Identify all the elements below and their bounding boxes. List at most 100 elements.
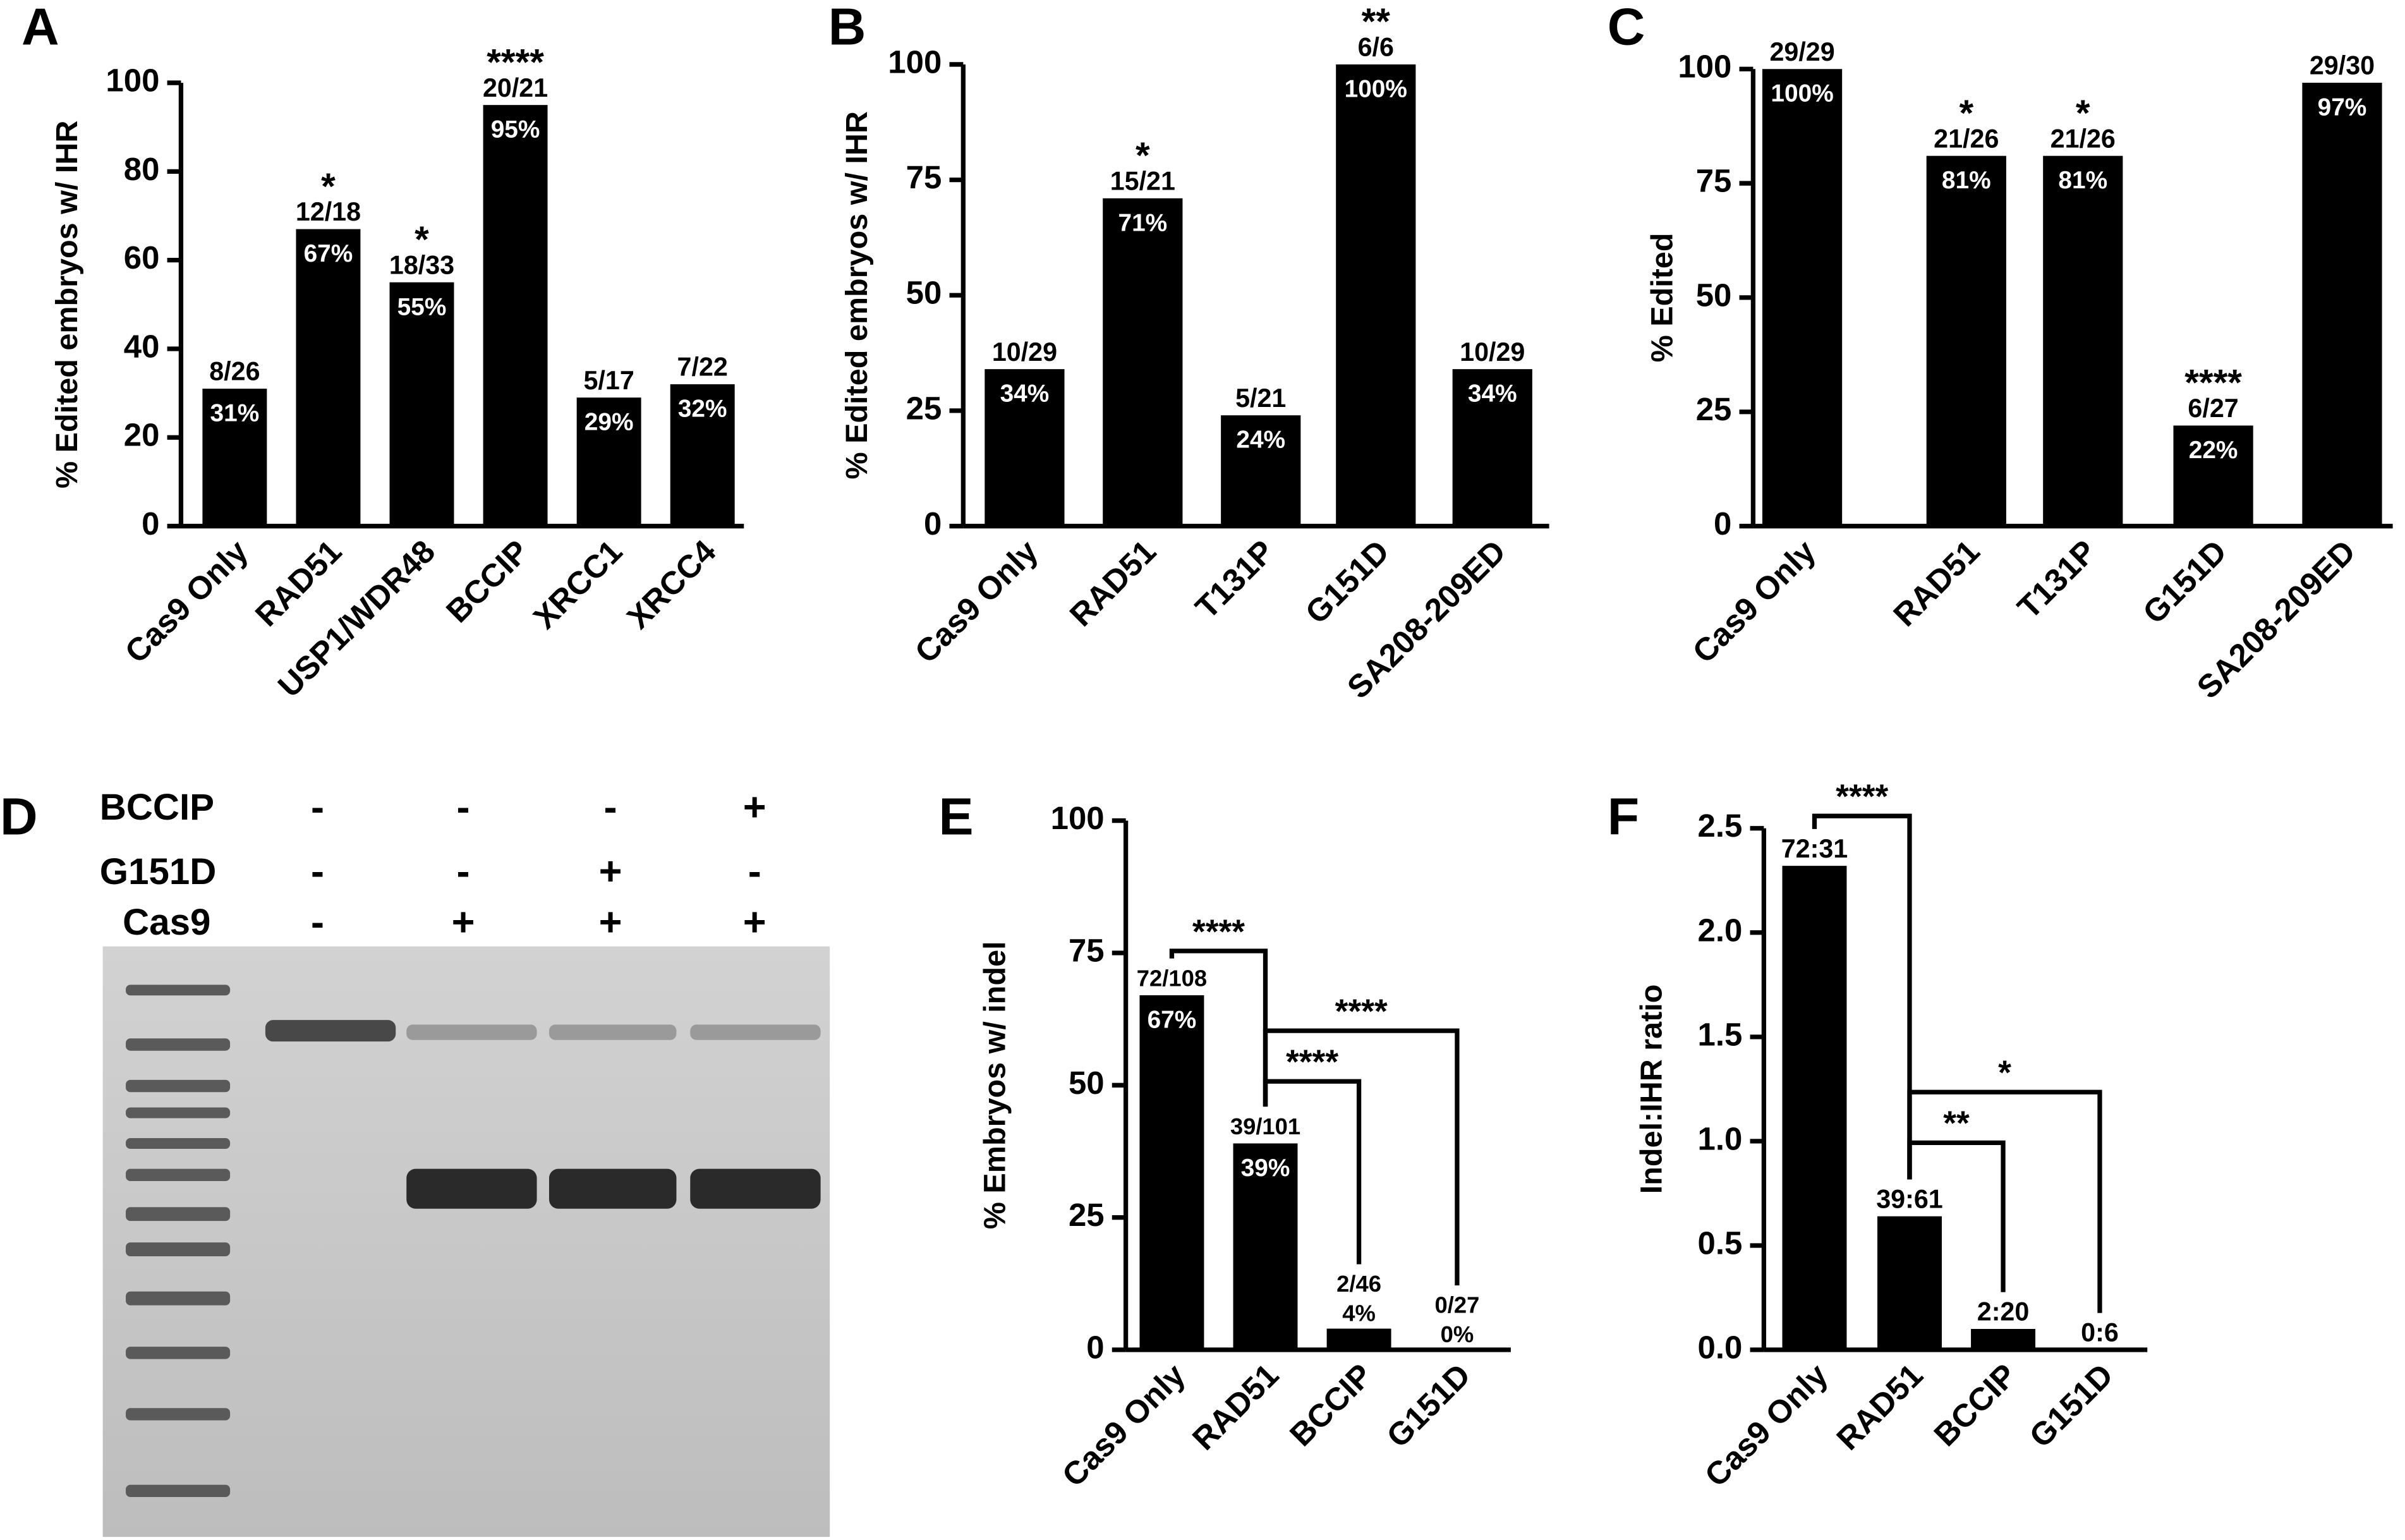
x-tick-label: G151D	[2136, 533, 2234, 631]
gel-lane-sign: -	[457, 785, 470, 829]
y-axis-label: % Edited embryos w/ IHR	[840, 111, 874, 479]
bar	[576, 397, 641, 526]
y-tick-label: 75	[1069, 932, 1105, 968]
bar	[1336, 64, 1416, 526]
y-tick-label: 60	[124, 239, 160, 276]
gel-lane-sign: +	[599, 849, 622, 894]
x-tick-label: RAD51	[1185, 1357, 1285, 1457]
value-label: 55%	[397, 293, 447, 320]
y-tick-label: 50	[906, 275, 942, 311]
y-tick-label: 0	[1714, 506, 1731, 542]
x-tick-label: T131P	[2011, 533, 2103, 626]
comparison-label: ****	[1286, 1044, 1338, 1081]
x-tick-label: T131P	[1189, 533, 1281, 626]
fraction-label: 10/29	[992, 337, 1057, 367]
y-axis-label: % Embryos w/ indel	[978, 941, 1012, 1229]
fraction-label: 2:20	[1977, 1297, 2030, 1326]
fraction-label: 0/27	[1435, 1292, 1480, 1318]
bar	[1971, 1329, 2036, 1350]
y-tick-label: 0	[1086, 1329, 1104, 1365]
fraction-label: 0:6	[2081, 1318, 2119, 1347]
bar	[1233, 1143, 1298, 1350]
y-tick-label: 80	[124, 151, 160, 187]
fraction-label: 29/29	[1769, 37, 1834, 66]
significance: ****	[2184, 363, 2242, 404]
x-tick-label: XRCC1	[526, 533, 629, 636]
bar	[2302, 82, 2382, 526]
comparison-label: **	[1943, 1105, 1970, 1143]
gel-lane-sign: +	[599, 900, 622, 944]
bar	[2043, 155, 2123, 526]
y-tick-label: 50	[1069, 1065, 1105, 1101]
significance: *	[321, 166, 336, 207]
value-label: 4%	[1342, 1300, 1376, 1326]
y-tick-label: 50	[1696, 277, 1732, 313]
panel-label: A	[21, 0, 59, 56]
x-tick-label: G151D	[1299, 533, 1396, 631]
value-label: 29%	[585, 409, 634, 436]
bar	[1452, 369, 1532, 526]
y-tick-label: 100	[1678, 49, 1731, 85]
bar	[483, 105, 548, 526]
value-label: 81%	[2058, 167, 2107, 194]
gel-lane-sign: -	[604, 785, 617, 829]
significance: *	[415, 219, 429, 260]
y-tick-label: 25	[906, 390, 942, 426]
y-tick-label: 25	[1069, 1197, 1105, 1233]
value-label: 34%	[1000, 380, 1050, 408]
fraction-label: 12/18	[296, 197, 361, 226]
y-tick-label: 1.5	[1698, 1016, 1743, 1052]
y-tick-label: 0.0	[1698, 1329, 1743, 1365]
bar	[984, 369, 1065, 526]
x-tick-label: RAD51	[1063, 533, 1163, 633]
bar	[389, 282, 454, 526]
gel-lane-sign: -	[748, 849, 761, 894]
fraction-label: 8/26	[209, 357, 260, 386]
y-tick-label: 75	[1696, 163, 1732, 199]
value-label: 95%	[491, 116, 540, 143]
y-tick-label: 0	[142, 506, 159, 542]
panel-label: C	[1608, 0, 1645, 56]
significance-bracket	[1812, 813, 1912, 1180]
value-label: 81%	[1942, 167, 1991, 194]
bar	[2173, 425, 2253, 526]
fraction-label: 7/22	[677, 353, 728, 382]
fraction-label: 2/46	[1336, 1271, 1381, 1297]
fraction-label: 5/17	[583, 366, 634, 395]
y-tick-label: 75	[906, 159, 942, 195]
comparison-label: ****	[1836, 779, 1888, 816]
significance-bracket	[1907, 1089, 2102, 1313]
comparison-label: ****	[1335, 993, 1388, 1031]
fraction-label: 6/6	[1358, 33, 1394, 62]
gel-lane-sign: +	[743, 900, 766, 944]
value-label: 67%	[304, 240, 353, 267]
x-tick-label: BCCIP	[439, 533, 535, 629]
gel-lane-sign: -	[311, 785, 324, 829]
fraction-label: 6/27	[2188, 394, 2238, 423]
fraction-label: 18/33	[389, 250, 454, 279]
bar	[202, 389, 267, 526]
y-axis-label: % Edited embryos w/ IHR	[50, 121, 84, 489]
value-label: 100%	[1345, 75, 1407, 102]
bar	[1221, 415, 1301, 526]
fraction-label: 29/30	[2310, 51, 2375, 80]
significance: ****	[487, 42, 544, 83]
panel-label: F	[1608, 787, 1639, 846]
value-label: 67%	[1148, 1006, 1197, 1033]
fraction-label: 72:31	[1781, 834, 1848, 863]
y-tick-label: 40	[124, 328, 160, 364]
x-tick-label: G151D	[2022, 1357, 2120, 1455]
y-axis-label: Indel:IHR ratio	[1634, 985, 1668, 1194]
gel-lane-sign: +	[452, 900, 475, 944]
fraction-label: 5/21	[1235, 384, 1286, 413]
comparison-label: ****	[1192, 913, 1245, 950]
x-tick-label: Cas9 Only	[908, 533, 1045, 670]
y-tick-label: 100	[888, 44, 942, 80]
y-tick-label: 20	[124, 417, 160, 453]
y-tick-label: 0	[924, 506, 942, 542]
fraction-label: 20/21	[483, 73, 548, 102]
panel-label: E	[939, 787, 974, 846]
value-label: 24%	[1236, 427, 1285, 454]
significance: *	[1136, 135, 1150, 176]
